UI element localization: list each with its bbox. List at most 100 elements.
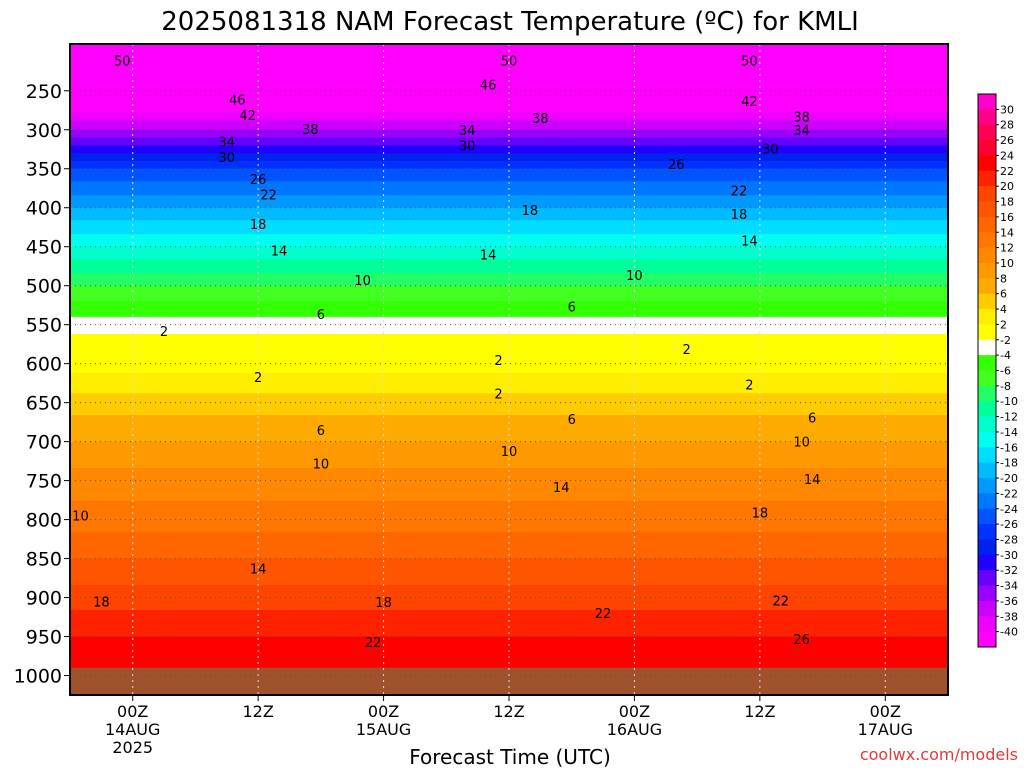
temperature-band [70, 207, 948, 210]
temperature-band [70, 298, 948, 301]
temperature-band [70, 354, 948, 357]
y-tick-label: 450 [26, 237, 62, 259]
temperature-band [70, 137, 948, 140]
temperature-band [70, 131, 948, 134]
temperature-band [70, 220, 948, 223]
x-tick-label: 00Z [619, 702, 650, 721]
temperature-band [70, 281, 948, 284]
colorbar-swatch [978, 539, 996, 556]
temperature-band [70, 190, 948, 193]
temperature-band [70, 249, 948, 252]
colorbar-label: 14 [1000, 226, 1014, 239]
contour-label: 50 [741, 54, 758, 69]
temperature-band [70, 413, 948, 416]
temperature-band [70, 503, 948, 507]
temperature-band [70, 411, 948, 415]
temperature-band [70, 620, 948, 624]
temperature-band [70, 203, 948, 206]
temperature-band [70, 510, 948, 513]
colorbar-swatch [978, 370, 996, 387]
temperature-band [70, 605, 948, 608]
colorbar-swatch [978, 631, 996, 648]
temperature-band [70, 276, 948, 279]
temperature-band [70, 377, 948, 380]
temperature-band [70, 438, 948, 441]
temperature-band [70, 426, 948, 429]
temperature-band [70, 390, 948, 393]
y-axis-pressure-ticks: 250 300 350 400 450 500 550 600 650 700 750 800 850 9… [14, 81, 70, 688]
chart-title: 2025081318 NAM Forecast Temperature (ºC)… [161, 7, 858, 37]
contour-label: 22 [731, 185, 748, 200]
temperature-band [70, 382, 948, 385]
temperature-band [70, 474, 948, 477]
colorbar-label: 10 [1000, 257, 1014, 270]
temperature-band [70, 156, 948, 159]
temperature-band [70, 633, 948, 636]
temperature-band [70, 54, 948, 58]
temperature-band [70, 611, 948, 614]
temperature-band [70, 179, 948, 182]
temperature-band [70, 90, 948, 93]
temperature-band [70, 293, 948, 296]
contour-label: 10 [354, 274, 371, 289]
temperature-band [70, 240, 948, 243]
temperature-band [70, 552, 948, 555]
temperature-band [70, 198, 948, 201]
temperature-band [70, 82, 948, 86]
temperature-band [70, 195, 948, 198]
colorbar-label: -38 [1000, 610, 1018, 623]
contour-label: 14 [741, 234, 758, 249]
contour-label: 30 [219, 151, 236, 166]
temperature-band [70, 539, 948, 543]
temperature-band [70, 323, 948, 326]
temperature-band [70, 256, 948, 259]
temperature-band [70, 351, 948, 354]
temperature-band [70, 132, 948, 136]
contour-label: 18 [752, 507, 769, 522]
colorbar-swatch [978, 216, 996, 233]
temperature-band [70, 597, 948, 600]
temperature-band [70, 480, 948, 483]
temperature-band [70, 581, 948, 585]
temperature-band [70, 114, 948, 117]
temperature-band [70, 173, 948, 176]
temperature-band [70, 564, 948, 567]
temperature-band [70, 48, 948, 51]
temperature-band [70, 348, 948, 351]
colorbar-label: -12 [1000, 411, 1018, 424]
y-tick-label: 350 [26, 159, 62, 181]
colorbar-swatch [978, 478, 996, 494]
temperature-band [70, 496, 948, 499]
temperature-band [70, 557, 948, 560]
contour-label: 42 [239, 109, 256, 124]
contour-label: 22 [260, 188, 277, 203]
contour-label: 2 [160, 325, 168, 340]
colorbar-label: 24 [1000, 149, 1014, 162]
temperature-band [70, 376, 948, 379]
colorbar-label: 16 [1000, 211, 1014, 224]
temperature-band [70, 287, 948, 290]
temperature-band [70, 645, 948, 649]
temperature-band [70, 388, 948, 391]
temperature-band [70, 405, 948, 408]
temperature-band [70, 586, 948, 589]
temperature-band [70, 399, 948, 402]
y-tick-label: 500 [26, 276, 62, 298]
colorbar-label: 2 [1000, 318, 1007, 331]
contour-label: 10 [793, 436, 810, 451]
temperature-band [70, 485, 948, 488]
colorbar-label: 28 [1000, 119, 1014, 132]
temperature-band [70, 424, 948, 427]
temperature-band [70, 396, 948, 399]
temperature-band [70, 371, 948, 374]
temperature-band [70, 610, 948, 613]
temperature-band [70, 606, 948, 610]
temperature-band [70, 263, 948, 267]
colorbar-swatch [978, 524, 996, 540]
contour-label: 42 [741, 95, 758, 110]
colorbar-label: -4 [1000, 349, 1011, 362]
temperature-band [70, 563, 948, 566]
contour-label: 38 [532, 112, 549, 127]
contour-label: 34 [459, 124, 476, 139]
